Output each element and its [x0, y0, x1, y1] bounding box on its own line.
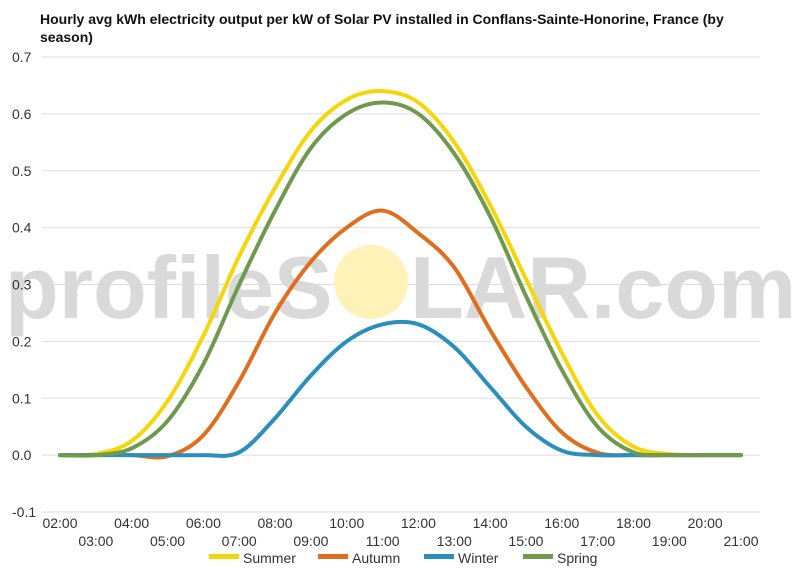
legend-label: Autumn [352, 550, 400, 566]
legend-label: Summer [243, 550, 296, 566]
x-tick-label: 06:00 [186, 515, 221, 531]
x-tick-label: 18:00 [616, 515, 651, 531]
legend-item-spring[interactable]: Spring [523, 550, 597, 566]
x-tick-label: 07:00 [222, 533, 257, 549]
y-tick-label: 0.2 [12, 333, 32, 349]
x-tick-label: 17:00 [580, 533, 615, 549]
legend-swatch [209, 554, 239, 559]
x-tick-label: 19:00 [652, 533, 687, 549]
y-tick-label: 0.3 [12, 277, 32, 293]
chart-title-line1: Hourly avg kWh electricity output per kW… [40, 11, 724, 27]
x-axis-ticks: 02:00 04:00 06:00 08:00 10:00 12:00 14:00 16:00… [42, 515, 758, 549]
x-tick-label: 11:00 [366, 533, 400, 549]
legend-label: Spring [557, 550, 597, 566]
series-line-winter [58, 319, 743, 458]
y-axis-ticks: -0.1 0.0 0.1 0.2 0.3 0.4 0.5 0.6 0.7 [12, 49, 36, 520]
series-line-summer [58, 89, 743, 458]
x-tick-label: 21:00 [723, 533, 758, 549]
x-tick-label: 20:00 [688, 515, 723, 531]
legend-item-autumn[interactable]: Autumn [318, 550, 400, 566]
y-tick-label: 0.5 [12, 163, 32, 179]
y-tick-label: 0.6 [12, 106, 32, 122]
y-tick-label: 0.1 [12, 390, 32, 406]
legend-swatch [523, 554, 553, 559]
x-tick-label: 15:00 [508, 533, 543, 549]
legend-label: Winter [458, 550, 499, 566]
y-tick-label: 0.0 [12, 447, 32, 463]
watermark-text-right: LAR.com [410, 238, 796, 337]
legend-swatch [424, 554, 454, 559]
x-tick-label: 13:00 [437, 533, 472, 549]
chart-title-line2: season) [40, 29, 93, 45]
watermark-sun-icon [334, 245, 408, 319]
x-tick-label: 02:00 [42, 515, 77, 531]
x-tick-label: 16:00 [544, 515, 579, 531]
x-tick-label: 10:00 [329, 515, 364, 531]
watermark: profileS LAR.com [5, 238, 796, 337]
legend-item-winter[interactable]: Winter [424, 550, 499, 566]
x-tick-label: 09:00 [293, 533, 328, 549]
y-tick-label: -0.1 [12, 504, 36, 520]
legend-swatch [318, 554, 348, 559]
x-tick-label: 05:00 [150, 533, 185, 549]
x-tick-label: 14:00 [473, 515, 508, 531]
x-tick-label: 08:00 [258, 515, 293, 531]
legend[interactable]: Summer Autumn Winter Spring [209, 550, 597, 566]
series-lines [58, 89, 743, 460]
legend-item-summer[interactable]: Summer [209, 550, 296, 566]
y-tick-label: 0.7 [12, 49, 32, 65]
x-tick-label: 03:00 [78, 533, 113, 549]
series-line-spring [58, 100, 743, 458]
x-tick-label: 12:00 [401, 515, 436, 531]
y-tick-label: 0.4 [12, 220, 32, 236]
watermark-text-left: profileS [5, 238, 333, 337]
x-tick-label: 04:00 [114, 515, 149, 531]
